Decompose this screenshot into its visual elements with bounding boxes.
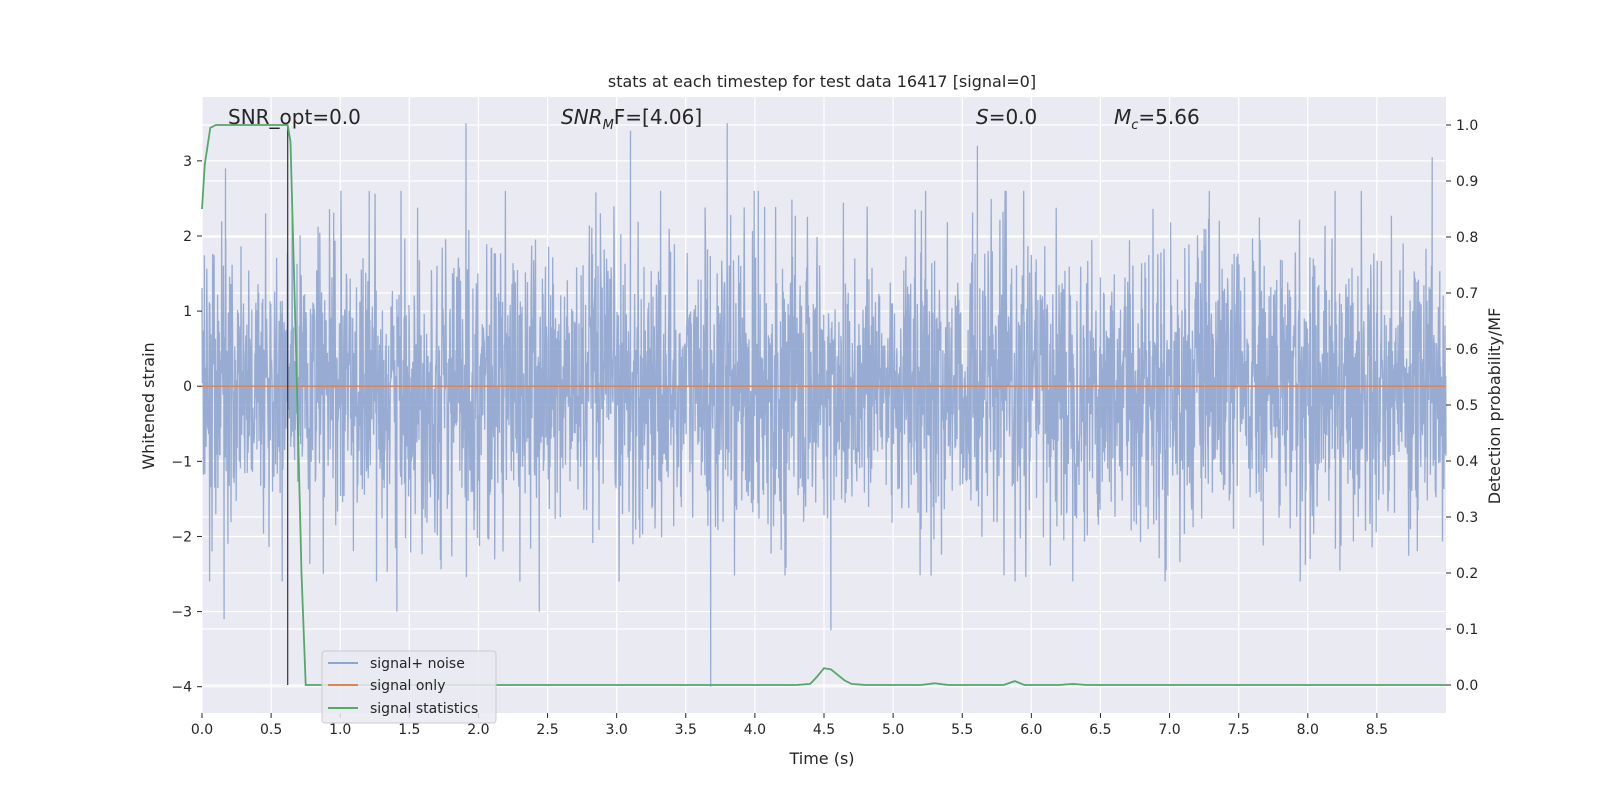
annotation-snr-mf: SNRMF=[4.06] [561, 105, 702, 133]
legend-label-signal-only: signal only [370, 678, 445, 694]
y-right-tick-label: 0.3 [1456, 510, 1478, 526]
y-left-tick-label: 2 [183, 229, 192, 245]
y-right-tick-label: 0.4 [1456, 454, 1478, 470]
x-tick-label: 8.5 [1366, 722, 1388, 738]
x-tick-label: 2.5 [536, 722, 558, 738]
y-left-tick-label: −1 [171, 454, 192, 470]
y-right-tick-label: 0.5 [1456, 398, 1478, 414]
x-tick-label: 0.5 [260, 722, 282, 738]
legend-label-signal-statistics: signal statistics [370, 701, 478, 717]
y-right-tick-label: 0.2 [1456, 566, 1478, 582]
x-tick-label: 6.0 [1020, 722, 1042, 738]
y-left-tick-label: 0 [183, 379, 192, 395]
annotation-mc-main: M [1114, 105, 1131, 129]
annotation-mc-rest: =5.66 [1138, 105, 1199, 129]
x-tick-label: 5.5 [951, 722, 973, 738]
x-tick-label: 1.0 [329, 722, 351, 738]
y-right-tick-label: 0.8 [1456, 230, 1478, 246]
annotation-snr-opt: SNR_opt=0.0 [228, 105, 361, 129]
legend-label-signal-noise: signal+ noise [370, 656, 465, 672]
y-right-tick-label: 0.1 [1456, 622, 1478, 638]
y-axis-right-ticks: 1.0 0.9 0.8 0.7 0.6 0.5 0.4 0.3 0.2 0.1 0.0 [1446, 118, 1478, 694]
annotation-snr-mf-rest: F=[4.06] [614, 105, 702, 129]
y-left-tick-label: −3 [171, 605, 192, 621]
chart-title: stats at each timestep for test data 164… [608, 72, 1036, 91]
legend-box [321, 650, 497, 724]
y-right-tick-label: 0.0 [1456, 678, 1478, 694]
annotation-mc: Mc=5.66 [1114, 105, 1200, 133]
x-tick-label: 4.5 [813, 722, 835, 738]
annotation-snr-mf-main: SNR [561, 105, 603, 129]
x-tick-label: 4.0 [744, 722, 766, 738]
x-tick-label: 8.0 [1297, 722, 1319, 738]
x-tick-label: 3.0 [606, 722, 628, 738]
x-tick-label: 1.5 [398, 722, 420, 738]
y-left-tick-label: 3 [183, 154, 192, 170]
y-left-tick-label: −2 [171, 529, 192, 545]
y-right-tick-label: 1.0 [1456, 118, 1478, 134]
x-tick-label: 5.0 [882, 722, 904, 738]
x-tick-label: 0.0 [191, 722, 213, 738]
y-left-tick-label: 1 [183, 304, 192, 320]
y-left-tick-label: −4 [171, 680, 192, 696]
x-tick-label: 3.5 [675, 722, 697, 738]
y-right-tick-label: 0.6 [1456, 342, 1478, 358]
y-right-tick-label: 0.9 [1456, 174, 1478, 190]
annotation-s: S=0.0 [976, 105, 1037, 129]
x-tick-label: 7.0 [1158, 722, 1180, 738]
y-axis-left-ticks: 3 2 1 0 −1 −2 −3 −4 [171, 154, 202, 696]
signal-statistics-line [201, 124, 1446, 686]
x-axis-label: Time (s) [788, 749, 854, 768]
y-axis-left-label: Whitened strain [139, 342, 158, 469]
series-signal-statistics [201, 124, 1446, 686]
x-tick-label: 6.5 [1089, 722, 1111, 738]
y-right-tick-label: 0.7 [1456, 286, 1478, 302]
annotation-s-rest: =0.0 [989, 105, 1038, 129]
y-axis-right-label: Detection probability/MF [1485, 308, 1504, 505]
legend: signal+ noise signal only signal statist… [321, 650, 497, 724]
annotation-snr-mf-sub: M [603, 118, 614, 133]
annotation-s-main: S [976, 105, 989, 129]
x-axis-ticks: 0.0 0.5 1.0 1.5 2.0 2.5 3.0 3.5 4.0 4.5 5.0 5.5 6.0 6… [191, 713, 1388, 738]
x-tick-label: 7.5 [1228, 722, 1250, 738]
x-tick-label: 2.0 [467, 722, 489, 738]
annotation-mc-sub: c [1131, 118, 1138, 133]
